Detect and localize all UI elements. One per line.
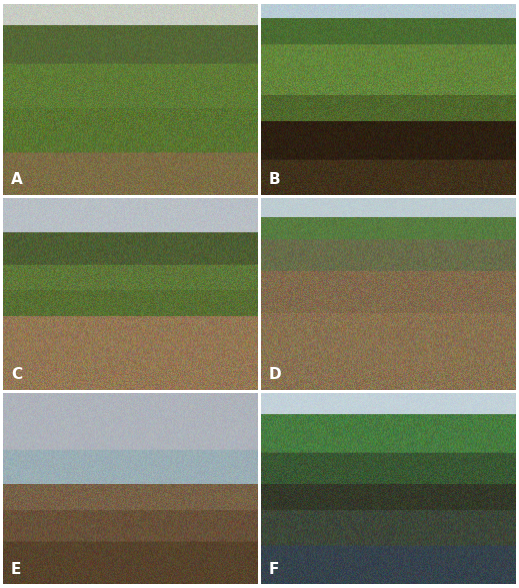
Text: B: B: [269, 172, 280, 187]
Text: D: D: [269, 367, 281, 382]
Text: A: A: [11, 172, 22, 187]
Text: E: E: [11, 562, 21, 577]
Text: F: F: [269, 562, 279, 577]
Text: C: C: [11, 367, 22, 382]
